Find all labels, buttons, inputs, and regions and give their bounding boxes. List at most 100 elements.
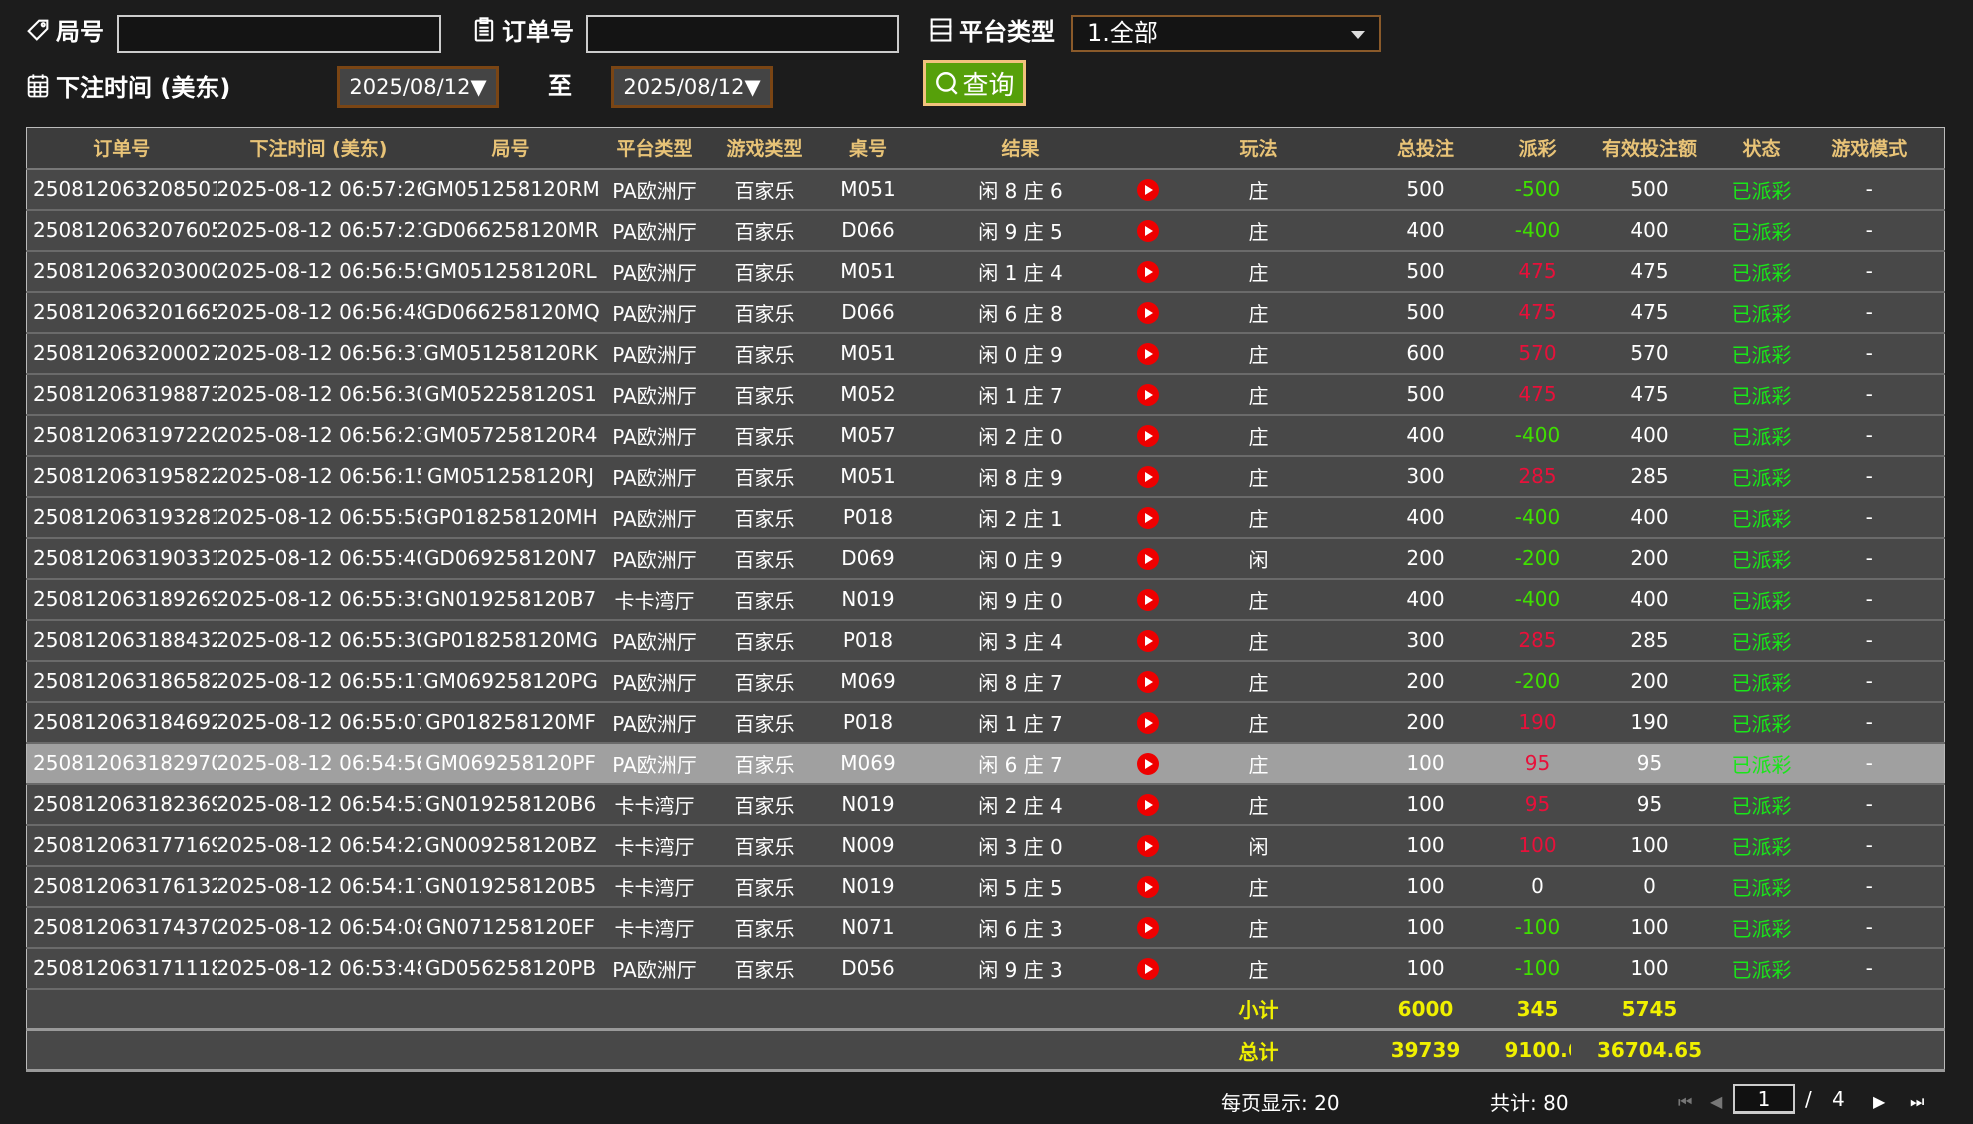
total-bet: 100 — [1346, 906, 1505, 949]
table-row[interactable]: 250812063200027 2025-08-12 06:56:37 GM0512… — [26, 332, 1945, 375]
platform: PA欧洲厅 — [600, 414, 709, 457]
order-input[interactable] — [586, 15, 899, 53]
play-icon[interactable] — [1137, 548, 1159, 571]
game-mode: - — [1794, 496, 1945, 539]
bet-time: 2025-08-12 06:56:23 — [216, 414, 421, 457]
game-mode: - — [1794, 332, 1945, 375]
total-bet: 300 — [1346, 455, 1505, 498]
platform: PA欧洲厅 — [600, 619, 709, 662]
status: 已派彩 — [1728, 537, 1795, 580]
table-row[interactable]: 250812063182369 2025-08-12 06:54:53 GN0192… — [26, 783, 1945, 826]
total-bet: 200 — [1346, 701, 1505, 744]
game-type: 百家乐 — [708, 455, 821, 498]
bet-time: 2025-08-12 06:56:48 — [216, 291, 421, 334]
table-row[interactable]: 250812063186582 2025-08-12 06:55:17 GM0692… — [26, 660, 1945, 703]
play-icon[interactable] — [1137, 835, 1159, 858]
total-count: 共计: 80 — [1490, 1091, 1569, 1115]
column-header: 游戏类型 — [708, 127, 821, 170]
play-icon[interactable] — [1137, 466, 1159, 489]
result: 闲 2 庄 0 — [915, 414, 1126, 457]
bet-time: 2025-08-12 06:55:58 — [216, 496, 421, 539]
per-page: 每页显示: 20 — [1221, 1091, 1340, 1115]
play-icon[interactable] — [1137, 261, 1159, 284]
server-icon — [930, 17, 952, 42]
platform: PA欧洲厅 — [600, 496, 709, 539]
query-button[interactable]: 查询 — [923, 60, 1026, 106]
play-icon[interactable] — [1137, 179, 1159, 202]
play-icon[interactable] — [1137, 917, 1159, 940]
total-bet: 400 — [1346, 414, 1505, 457]
result: 闲 9 庄 5 — [915, 209, 1126, 252]
order-id: 250812063171118 — [26, 947, 217, 990]
play-icon[interactable] — [1137, 876, 1159, 899]
round-label-text: 局号 — [56, 18, 104, 46]
play-icon[interactable] — [1137, 589, 1159, 612]
round-id: GM051258120RJ — [420, 455, 601, 498]
game-type: 百家乐 — [708, 496, 821, 539]
page-input[interactable]: 1 — [1733, 1084, 1795, 1114]
table-row[interactable]: 250812063193281 2025-08-12 06:55:58 GP0182… — [26, 496, 1945, 539]
play-icon[interactable] — [1137, 343, 1159, 366]
first-page-icon[interactable]: ⏮ — [1678, 1092, 1693, 1111]
tag-icon — [27, 19, 49, 41]
play-icon[interactable] — [1137, 507, 1159, 530]
total-valid: 36704.65 — [1570, 1029, 1729, 1072]
play-icon[interactable] — [1137, 958, 1159, 981]
play-icon[interactable] — [1137, 630, 1159, 653]
table-row[interactable]: 250812063208501 2025-08-12 06:57:26 GM0512… — [26, 168, 1945, 211]
column-header: 平台类型 — [600, 127, 709, 170]
table-row[interactable]: 250812063176132 2025-08-12 06:54:17 GN0192… — [26, 865, 1945, 908]
total-label: 总计 — [1170, 1029, 1347, 1072]
play-icon[interactable] — [1137, 220, 1159, 243]
round-input[interactable] — [117, 15, 441, 53]
table-row[interactable]: 250812063195822 2025-08-12 06:56:15 GM0512… — [26, 455, 1945, 498]
status: 已派彩 — [1728, 742, 1795, 785]
game-type: 百家乐 — [708, 537, 821, 580]
play-icon[interactable] — [1137, 712, 1159, 735]
game-type: 百家乐 — [708, 906, 821, 949]
play-icon[interactable] — [1137, 384, 1159, 407]
play-icon[interactable] — [1137, 753, 1159, 776]
next-page-icon[interactable]: ▶ — [1873, 1092, 1886, 1111]
platform: 卡卡湾厅 — [600, 824, 709, 867]
table-row[interactable]: 250812063188432 2025-08-12 06:55:30 GP0182… — [26, 619, 1945, 662]
payout: 95 — [1504, 742, 1571, 785]
total-bet: 500 — [1346, 373, 1505, 416]
round-label: 局号 — [24, 12, 104, 47]
date-to-picker[interactable]: 2025/08/12▼ — [611, 66, 773, 108]
game-type: 百家乐 — [708, 865, 821, 908]
status: 已派彩 — [1728, 291, 1795, 334]
prev-page-icon[interactable]: ◀ — [1710, 1092, 1723, 1111]
date-from-picker[interactable]: 2025/08/12▼ — [337, 66, 499, 108]
result: 闲 5 庄 5 — [915, 865, 1126, 908]
status: 已派彩 — [1728, 619, 1795, 662]
play-icon[interactable] — [1137, 302, 1159, 325]
order-id: 250812063182369 — [26, 783, 217, 826]
table-row[interactable]: 250812063190331 2025-08-12 06:55:40 GD0692… — [26, 537, 1945, 580]
table-row[interactable]: 250812063189269 2025-08-12 06:55:35 GN0192… — [26, 578, 1945, 621]
play-icon[interactable] — [1137, 794, 1159, 817]
play-icon[interactable] — [1137, 425, 1159, 448]
total-payout: 9100.65 — [1504, 1029, 1571, 1072]
round-id: GM052258120S1 — [420, 373, 601, 416]
table-row[interactable]: 250812063174370 2025-08-12 06:54:08 GN0712… — [26, 906, 1945, 949]
table-row[interactable]: 250812063201665 2025-08-12 06:56:48 GD0662… — [26, 291, 1945, 334]
table-row[interactable]: 250812063207605 2025-08-12 06:57:21 GD0662… — [26, 209, 1945, 252]
replay-cell — [1125, 783, 1171, 826]
table-row[interactable]: 250812063171118 2025-08-12 06:53:48 GD0562… — [26, 947, 1945, 990]
replay-cell — [1125, 660, 1171, 703]
column-header: 总投注 — [1346, 127, 1505, 170]
platform: PA欧洲厅 — [600, 660, 709, 703]
table-row[interactable]: 250812063177169 2025-08-12 06:54:22 GN0092… — [26, 824, 1945, 867]
column-header: 状态 — [1728, 127, 1795, 170]
play-icon[interactable] — [1137, 671, 1159, 694]
spacer — [1728, 1029, 1945, 1072]
table-row[interactable]: 250812063197220 2025-08-12 06:56:23 GM0572… — [26, 414, 1945, 457]
table-row[interactable]: 250812063203000 2025-08-12 06:56:55 GM0512… — [26, 250, 1945, 293]
table-row[interactable]: 250812063184692 2025-08-12 06:55:07 GP0182… — [26, 701, 1945, 744]
last-page-icon[interactable]: ⏭ — [1910, 1092, 1925, 1111]
platform-select[interactable]: 1.全部 — [1071, 15, 1381, 52]
table-row[interactable]: 250812063198873 2025-08-12 06:56:30 GM0522… — [26, 373, 1945, 416]
table-row[interactable]: 250812063182970 2025-08-12 06:54:56 GM0692… — [26, 742, 1945, 785]
